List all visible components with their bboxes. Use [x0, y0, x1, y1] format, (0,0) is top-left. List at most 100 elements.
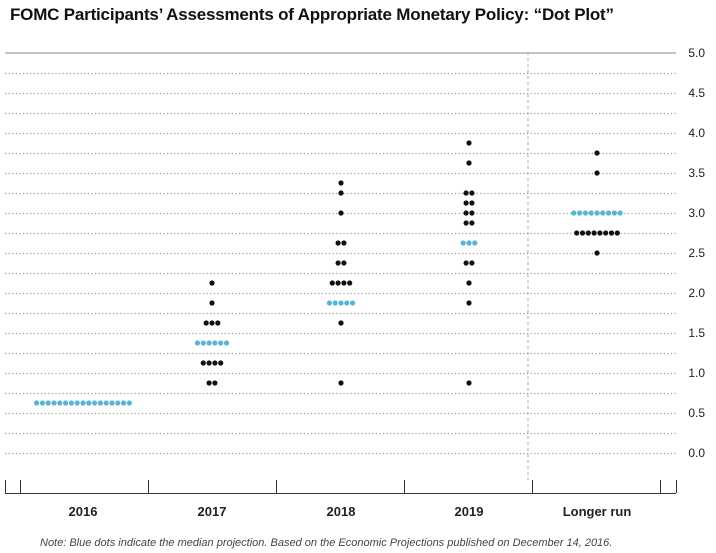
median-dot — [606, 210, 612, 216]
participant-dot — [329, 280, 335, 286]
participant-dot — [338, 190, 344, 196]
participant-dot — [466, 380, 472, 386]
participant-dot — [335, 240, 341, 246]
participant-dot — [338, 210, 344, 216]
participant-dot — [206, 380, 212, 386]
participant-dot — [591, 230, 597, 236]
median-dot — [212, 340, 218, 346]
median-dot — [617, 210, 623, 216]
median-dot — [121, 400, 127, 406]
median-dot — [63, 400, 69, 406]
median-dot — [92, 400, 98, 406]
participant-dot — [594, 250, 600, 256]
participant-dot — [335, 260, 341, 266]
participant-dot — [338, 380, 344, 386]
median-dot — [115, 400, 121, 406]
participant-dot — [463, 260, 469, 266]
median-dot — [39, 400, 46, 406]
participant-dot — [585, 230, 591, 236]
y-tick-label: 3.5 — [688, 166, 705, 180]
median-dot — [51, 400, 57, 406]
y-tick-label: 4.0 — [688, 126, 705, 140]
median-dot — [460, 240, 466, 246]
median-dot — [86, 400, 92, 406]
median-dot — [582, 210, 589, 216]
y-tick-label: 0.0 — [688, 446, 705, 460]
participant-dot — [469, 220, 475, 226]
participant-dot — [597, 230, 603, 236]
participant-dot — [594, 170, 600, 176]
participant-dot — [614, 230, 620, 236]
x-category-label: 2016 — [69, 504, 98, 519]
y-tick-label: 4.5 — [688, 86, 705, 100]
participant-dot — [463, 190, 469, 196]
participant-dot — [347, 280, 353, 286]
participant-dot — [212, 360, 218, 366]
participant-dot — [594, 150, 600, 156]
y-axis-tick-labels: 5.0 4.5 4.0 3.5 3.0 2.5 2.0 1.5 1.0 0.5 0.0 — [688, 46, 705, 460]
x-category-label: 2019 — [455, 504, 484, 519]
median-dot — [57, 400, 63, 406]
median-dot — [338, 300, 344, 306]
median-dot — [588, 210, 594, 216]
median-dot — [611, 210, 618, 216]
participant-dot — [463, 220, 469, 226]
median-dot — [350, 300, 356, 306]
x-axis — [5, 480, 677, 494]
median-dot — [126, 400, 132, 406]
participant-dot — [338, 320, 344, 326]
median-dot — [194, 340, 201, 346]
participant-dot — [608, 230, 615, 236]
x-category-label: 2017 — [198, 504, 227, 519]
dots — [34, 140, 623, 406]
participant-dot — [463, 200, 469, 206]
median-dot — [34, 400, 40, 406]
median-dot — [466, 240, 472, 246]
median-dot — [103, 400, 109, 406]
participant-dot — [579, 230, 586, 236]
median-dot — [223, 340, 230, 346]
participant-dot — [603, 230, 609, 236]
y-tick-label: 1.0 — [688, 366, 705, 380]
median-dot — [571, 210, 577, 216]
participant-dot — [218, 360, 224, 366]
participant-dot — [469, 260, 475, 266]
participant-dot — [341, 280, 347, 286]
median-dot — [200, 340, 206, 346]
y-tick-label: 2.5 — [688, 246, 705, 260]
median-dot — [80, 400, 86, 406]
participant-dot — [209, 320, 215, 326]
participant-dot — [209, 300, 215, 306]
y-tick-label: 1.5 — [688, 326, 705, 340]
median-dot — [109, 400, 115, 406]
participant-dot — [463, 210, 469, 216]
participant-dot — [338, 180, 344, 186]
median-dot — [344, 300, 350, 306]
x-axis-category-labels: 2016 2017 2018 2019 Longer run — [69, 504, 632, 519]
participant-dot — [466, 300, 472, 306]
median-dot — [206, 340, 212, 346]
y-tick-label: 2.0 — [688, 286, 705, 300]
median-dot — [332, 300, 338, 306]
participant-dot — [469, 210, 475, 216]
median-dot — [594, 210, 600, 216]
participant-dot — [466, 140, 472, 146]
y-tick-label: 0.5 — [688, 406, 705, 420]
participant-dot — [466, 280, 472, 286]
x-category-label: Longer run — [563, 504, 632, 519]
median-dot — [326, 300, 332, 306]
y-tick-label: 5.0 — [688, 46, 705, 60]
median-dot — [218, 340, 224, 346]
median-dot — [45, 400, 51, 406]
participant-dot — [203, 320, 209, 326]
gridlines — [5, 52, 676, 480]
participant-dot — [206, 360, 212, 366]
participant-dot — [209, 280, 215, 286]
median-dot — [472, 240, 478, 246]
participant-dot — [212, 380, 218, 386]
y-tick-label: 3.0 — [688, 206, 705, 220]
median-dot — [74, 400, 80, 406]
median-dot — [97, 400, 103, 406]
median-dot — [577, 210, 583, 216]
